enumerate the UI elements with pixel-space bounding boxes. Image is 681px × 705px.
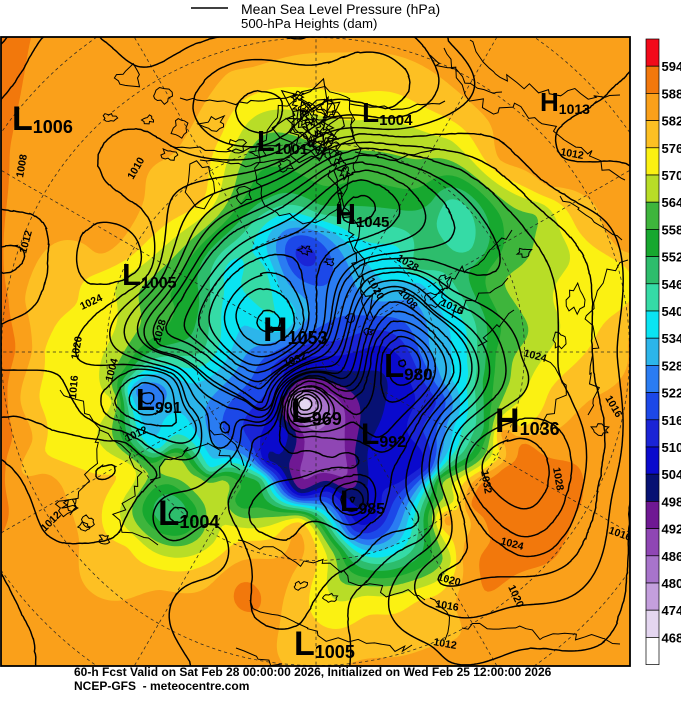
svg-text:60-h Fcst Valid on Sat Feb 28: 60-h Fcst Valid on Sat Feb 28 00:00:00 2… xyxy=(74,665,552,679)
svg-text:570: 570 xyxy=(662,168,681,183)
svg-text:594: 594 xyxy=(662,59,681,74)
svg-text:546: 546 xyxy=(662,277,681,292)
svg-text:492: 492 xyxy=(662,522,681,537)
svg-text:528: 528 xyxy=(662,358,681,373)
svg-text:474: 474 xyxy=(662,603,681,618)
svg-text:564: 564 xyxy=(662,195,681,210)
svg-text:468: 468 xyxy=(662,630,681,645)
svg-text:498: 498 xyxy=(662,494,681,509)
svg-text:516: 516 xyxy=(662,413,681,428)
svg-text:552: 552 xyxy=(662,250,681,265)
svg-text:486: 486 xyxy=(662,549,681,564)
svg-text:540: 540 xyxy=(662,304,681,319)
svg-text:1016: 1016 xyxy=(67,375,81,399)
svg-text:510: 510 xyxy=(662,440,681,455)
svg-text:588: 588 xyxy=(662,86,681,101)
svg-text:522: 522 xyxy=(662,386,681,401)
svg-text:504: 504 xyxy=(662,467,681,482)
svg-text:558: 558 xyxy=(662,222,681,237)
svg-text:480: 480 xyxy=(662,576,681,591)
svg-text:500-hPa Heights (dam): 500-hPa Heights (dam) xyxy=(241,16,377,31)
svg-text:576: 576 xyxy=(662,141,681,156)
svg-text:582: 582 xyxy=(662,114,681,129)
svg-text:Mean Sea Level Pressure (hPa): Mean Sea Level Pressure (hPa) xyxy=(241,1,440,17)
svg-text:534: 534 xyxy=(662,331,681,346)
svg-text:NCEP-GFS - meteocentre.com: NCEP-GFS - meteocentre.com xyxy=(74,679,249,693)
